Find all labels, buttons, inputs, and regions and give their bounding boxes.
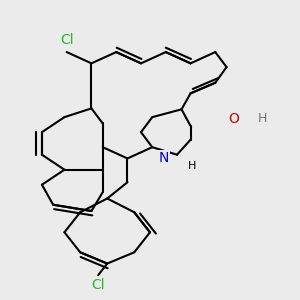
Text: H: H: [258, 112, 268, 125]
Text: N: N: [158, 152, 169, 165]
Text: Cl: Cl: [60, 34, 74, 47]
Text: Cl: Cl: [92, 278, 105, 292]
Text: O: O: [228, 112, 239, 126]
Text: H: H: [188, 160, 197, 171]
